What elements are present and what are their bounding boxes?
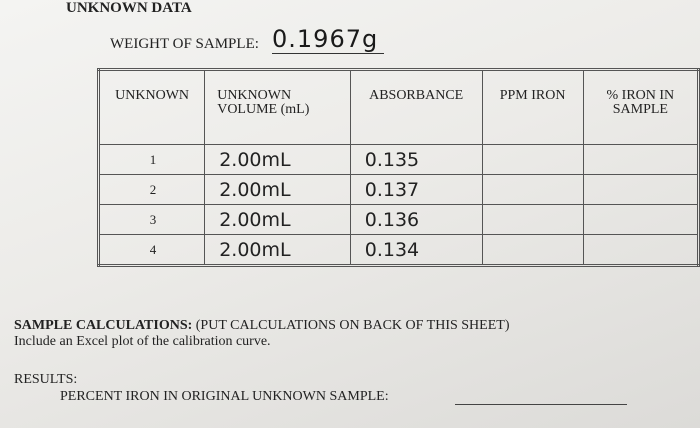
header-cell: ABSORBANCE [349,69,483,145]
header-cell: PPM IRON [481,69,584,145]
cell: 2.00mL [204,204,351,235]
header-row: UNKNOWN UNKNOWN VOLUME (mL) ABSORBANCE P… [97,69,700,145]
cell [582,144,700,175]
results-prompt: PERCENT IRON IN ORIGINAL UNKNOWN SAMPLE: [60,389,389,404]
row: 1 2.00mL 0.135 [97,144,700,175]
calc-instruction: Include an Excel plot of the calibration… [14,334,271,349]
title: UNKNOWN DATA [66,0,192,16]
cell: 2.00mL [204,144,351,175]
cell [481,174,584,205]
data-table: UNKNOWN UNKNOWN VOLUME (mL) ABSORBANCE P… [97,68,700,267]
calc-line: SAMPLE CALCULATIONS: (PUT CALCULATIONS O… [14,318,510,334]
cell [582,174,700,205]
cell: 3 [97,204,206,235]
header-cell: % IRON IN SAMPLE [582,69,700,145]
calc-heading: SAMPLE CALCULATIONS: [14,318,193,333]
cell: 0.137 [349,174,483,205]
weight-value: 0.1967g [272,25,385,54]
row: 3 2.00mL 0.136 [97,204,700,235]
cell: 2.00mL [204,234,351,266]
cell: 2 [97,174,206,205]
cell: 4 [97,234,206,266]
cell: 1 [97,144,206,175]
results-heading: RESULTS: [14,372,78,387]
cell: 2.00mL [204,174,351,205]
cell: 0.136 [349,204,483,235]
header-cell: UNKNOWN [97,69,206,145]
row: 4 2.00mL 0.134 [97,234,700,266]
cell: 0.134 [349,234,483,266]
cell: 0.135 [349,144,483,175]
header-cell: UNKNOWN VOLUME (mL) [204,69,351,145]
cell [481,204,584,235]
cell [481,144,584,175]
answer-line [455,404,627,405]
weight-label: WEIGHT OF SAMPLE: [110,36,259,52]
cell [481,234,584,266]
calc-note: (PUT CALCULATIONS ON BACK OF THIS SHEET) [195,318,510,333]
cell [582,204,700,235]
cell [582,234,700,266]
row: 2 2.00mL 0.137 [97,174,700,205]
